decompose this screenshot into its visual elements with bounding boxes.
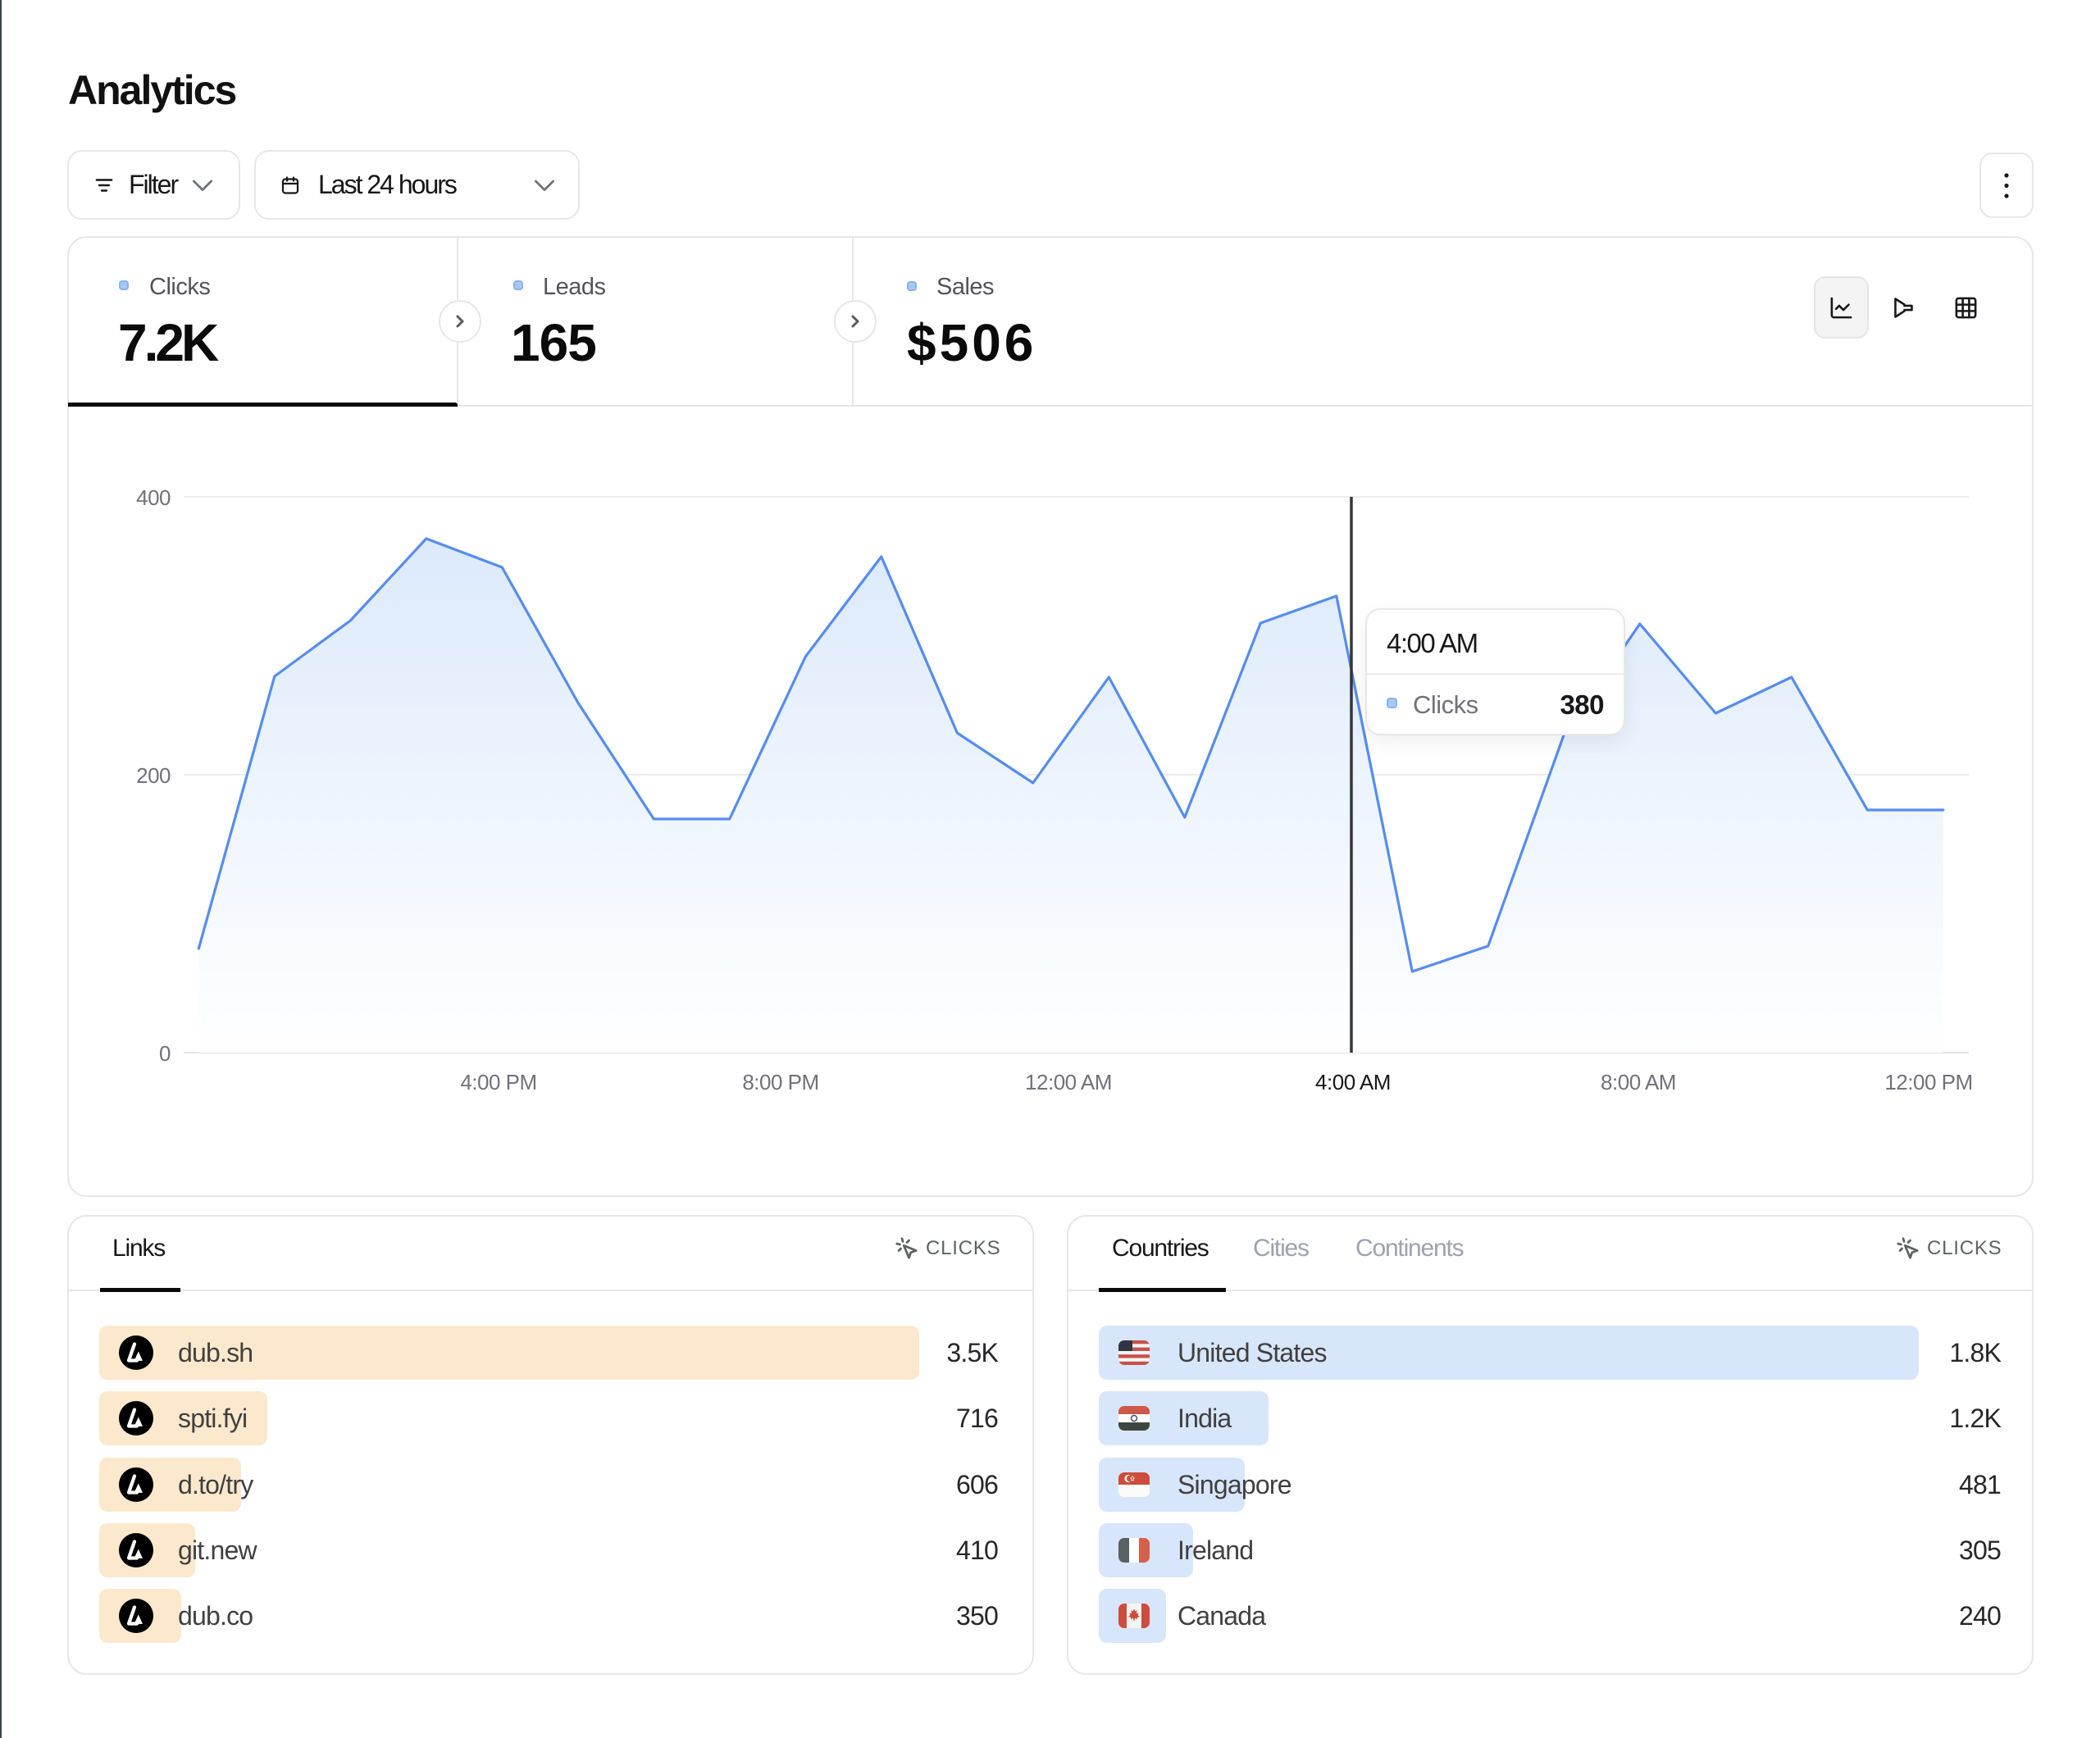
svg-text:4:00 PM: 4:00 PM	[460, 1070, 536, 1094]
svg-text:4:00 AM: 4:00 AM	[1315, 1070, 1391, 1094]
svg-text:12:00 AM: 12:00 AM	[1025, 1070, 1112, 1094]
svg-text:400: 400	[136, 485, 171, 510]
svg-text:8:00 AM: 8:00 AM	[1601, 1070, 1676, 1094]
svg-text:8:00 PM: 8:00 PM	[742, 1070, 818, 1094]
svg-text:200: 200	[136, 763, 171, 788]
svg-text:12:00 PM: 12:00 PM	[1884, 1070, 1972, 1094]
svg-text:0: 0	[159, 1041, 171, 1066]
